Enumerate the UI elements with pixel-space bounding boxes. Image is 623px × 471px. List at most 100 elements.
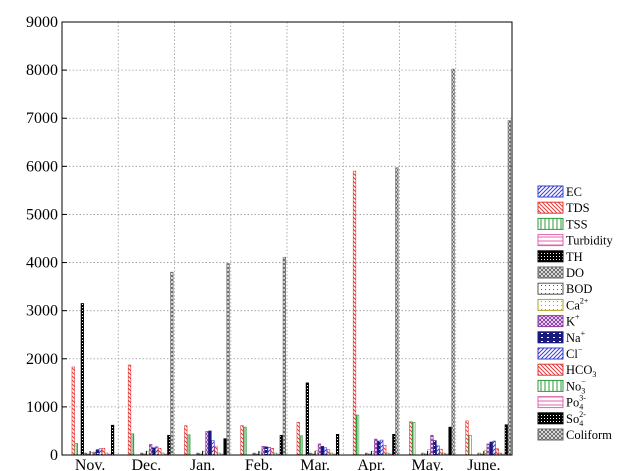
legend-label: TDS <box>566 201 590 215</box>
bar <box>436 445 440 456</box>
bar <box>317 443 322 456</box>
bar <box>205 431 209 456</box>
y-tick-label: 5000 <box>26 206 58 223</box>
bar <box>279 434 283 456</box>
legend-swatch <box>537 298 564 311</box>
legend-swatch <box>537 234 564 247</box>
x-tick-label: June. <box>467 457 500 471</box>
bar <box>223 438 227 456</box>
bar <box>211 440 215 456</box>
legend-label: Turbidity <box>566 234 614 248</box>
x-tick-label: May. <box>411 457 443 471</box>
bar <box>451 68 455 456</box>
bar <box>226 263 230 456</box>
bar <box>355 414 360 456</box>
bar <box>409 421 413 456</box>
y-tick-label: 0 <box>50 447 58 464</box>
legend-label: HCO3 <box>566 363 596 379</box>
bar <box>214 446 218 456</box>
legend-label: BOD <box>566 282 592 296</box>
bar <box>208 430 212 456</box>
y-tick-label: 2000 <box>26 351 58 368</box>
bar <box>495 448 499 456</box>
bar <box>170 271 174 456</box>
bar <box>282 256 286 456</box>
bar <box>377 440 381 456</box>
bar <box>110 424 115 456</box>
bar <box>98 448 103 456</box>
bar <box>504 424 508 456</box>
bar <box>448 426 452 456</box>
legend-swatch <box>537 347 564 360</box>
legend-swatch <box>537 201 564 214</box>
bar <box>507 120 511 456</box>
bar <box>392 434 396 456</box>
legend-swatch <box>537 396 564 409</box>
bar <box>335 434 340 456</box>
bar <box>299 435 303 456</box>
bars-layer <box>71 68 511 456</box>
legend-swatch <box>537 428 564 441</box>
bar <box>127 364 132 456</box>
axis-layer: 0 1000 2000 3000 4000 5000 6000 7000 8000 9000 Nov… <box>26 14 513 471</box>
legend-label: Coliform <box>566 428 612 442</box>
legend-label: TH <box>566 250 583 264</box>
bar <box>465 420 469 456</box>
x-tick-label: Jan. <box>190 457 215 471</box>
legend-swatch <box>537 412 564 425</box>
legend-swatch <box>537 250 564 263</box>
bar <box>184 425 188 456</box>
bar <box>486 443 490 456</box>
bar <box>468 434 472 456</box>
legend-swatch <box>537 217 564 230</box>
bar <box>305 382 309 456</box>
y-tick-label: 1000 <box>26 399 58 416</box>
bar <box>267 446 271 456</box>
bar <box>158 447 162 456</box>
bar <box>167 434 171 456</box>
bar <box>149 444 153 456</box>
bar <box>395 167 399 456</box>
legend-label: K+ <box>566 313 580 329</box>
bar <box>240 425 244 456</box>
y-tick-label: 6000 <box>26 158 58 175</box>
bar <box>323 447 328 456</box>
x-tick-label: Nov. <box>75 457 106 471</box>
legend-label: TSS <box>566 217 588 231</box>
legend-swatch <box>537 363 564 376</box>
plot-frame <box>61 21 513 456</box>
legend-label: Po43- <box>566 394 586 412</box>
x-tick-label: Apr. <box>357 457 385 471</box>
legend-label: EC <box>566 185 582 199</box>
bar <box>383 445 387 456</box>
x-tick-label: Mar. <box>300 457 330 471</box>
y-tick-label: 4000 <box>26 255 58 272</box>
legend-label: Na+ <box>566 329 586 345</box>
bar <box>326 449 331 456</box>
legend-label: DO <box>566 266 584 280</box>
y-tick-label: 9000 <box>26 14 58 31</box>
legend-swatch <box>537 266 564 279</box>
x-tick-label: Feb. <box>245 457 273 471</box>
legend-swatch <box>537 282 564 295</box>
bar <box>74 443 78 456</box>
bar <box>439 448 443 456</box>
bar <box>80 303 84 456</box>
bar <box>152 447 156 456</box>
legend-swatch <box>537 315 564 328</box>
bar <box>492 440 496 456</box>
bar <box>95 449 100 456</box>
bar <box>155 446 159 456</box>
bar <box>296 421 300 456</box>
grid-layer <box>62 22 512 455</box>
y-tick-label: 8000 <box>26 62 58 79</box>
bar <box>412 421 416 456</box>
legend-swatch <box>537 185 564 198</box>
y-tick-label: 3000 <box>26 303 58 320</box>
y-tick-label: 7000 <box>26 110 58 127</box>
bar <box>374 438 378 456</box>
legend-swatch <box>537 379 564 392</box>
bar <box>187 434 191 456</box>
bar <box>430 434 434 456</box>
